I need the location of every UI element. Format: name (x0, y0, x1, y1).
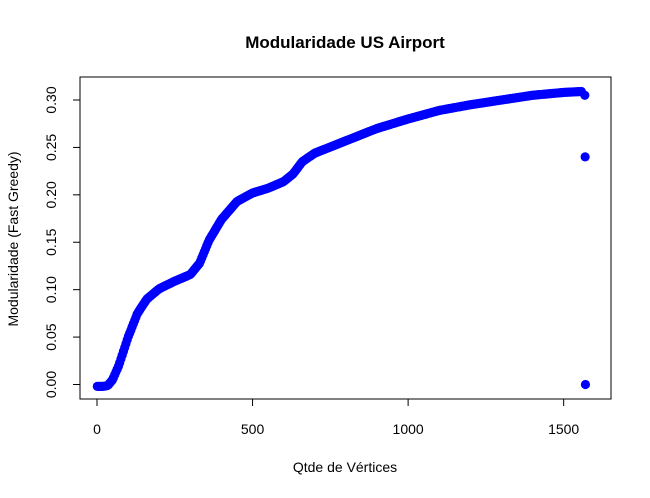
y-tick-label: 0.10 (43, 276, 59, 303)
y-tick-label: 0.00 (43, 371, 59, 398)
y-tick-label: 0.25 (43, 134, 59, 161)
x-axis: 0 500 1000 1500 (93, 398, 579, 437)
chart-title: Modularidade US Airport (245, 33, 445, 52)
x-tick-label: 0 (93, 421, 101, 437)
x-tick-label: 1000 (393, 421, 424, 437)
x-tick-label: 1500 (548, 421, 579, 437)
y-tick-label: 0.15 (43, 228, 59, 255)
y-axis-label: Modularidade (Fast Greedy) (5, 151, 21, 326)
data-point-outlier (580, 152, 590, 162)
x-tick-label: 500 (241, 421, 265, 437)
y-tick-label: 0.05 (43, 323, 59, 350)
data-point-outlier (580, 379, 591, 390)
y-tick-label: 0.30 (43, 86, 59, 113)
y-tick-label: 0.20 (43, 181, 59, 208)
y-axis: 0.00 0.05 0.10 0.15 0.20 0.25 0.30 (43, 86, 81, 398)
data-points-group (92, 86, 591, 391)
plot-frame (79, 76, 612, 400)
data-point-outlier (580, 90, 590, 100)
x-axis-label: Qtde de Vértices (293, 459, 397, 475)
